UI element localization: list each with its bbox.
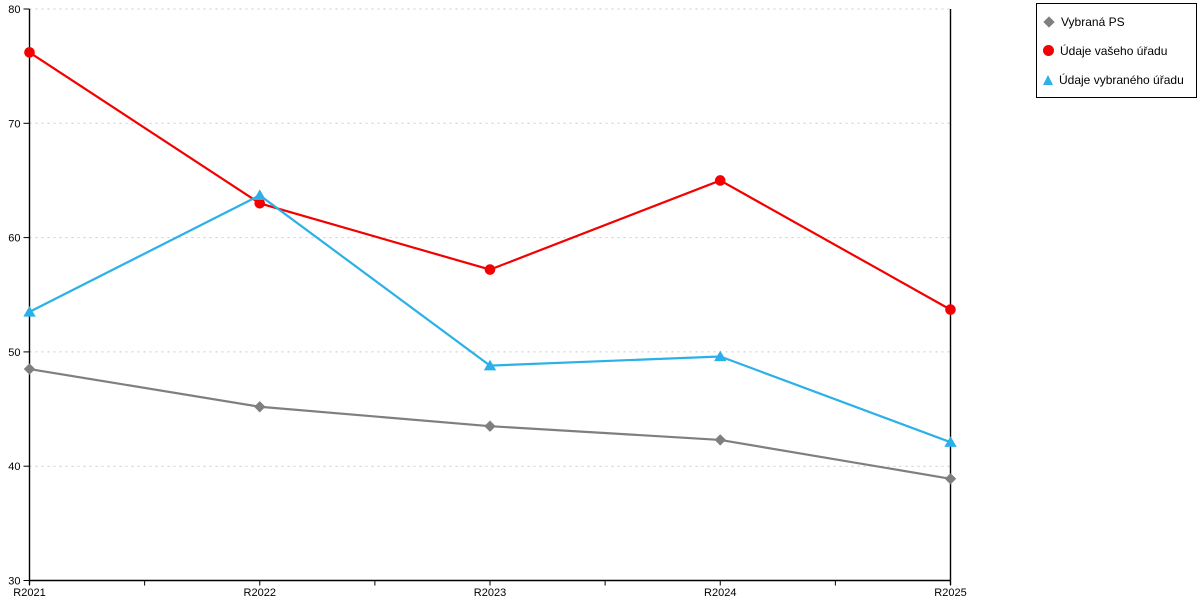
diamond-marker-icon — [1043, 15, 1055, 28]
y-tick-label-60: 60 — [8, 233, 20, 245]
legend-item-udaje-vaseho-uradu[interactable]: Údaje vašeho úřadu — [1043, 36, 1192, 65]
x-tick-label-0: R2021 — [13, 587, 45, 599]
y-tick-label-30: 30 — [8, 576, 20, 588]
series-2-point-R2025[interactable] — [944, 436, 957, 447]
legend-item-udaje-vybraneho-uradu[interactable]: Údaje vybraného úřadu — [1043, 65, 1192, 94]
legend-item-vybrana-ps[interactable]: Vybraná PS — [1043, 7, 1192, 36]
series-1-point-R2023[interactable] — [484, 264, 496, 275]
series-1-point-R2021[interactable] — [24, 47, 35, 58]
y-tick-label-70: 70 — [8, 118, 20, 130]
legend-label-udaje-vybraneho-uradu: Údaje vybraného úřadu — [1059, 72, 1184, 87]
series-0-point-R2025[interactable] — [944, 473, 957, 485]
series-2-point-R2022[interactable] — [253, 189, 266, 201]
series-0-point-R2021[interactable] — [23, 363, 36, 375]
x-tick-label-4: R2025 — [934, 587, 966, 599]
series-1-point-R2025[interactable] — [945, 304, 956, 315]
x-tick-label-1: R2022 — [244, 587, 276, 599]
legend-label-vybrana-ps: Vybraná PS — [1061, 14, 1125, 29]
y-tick-label-40: 40 — [8, 461, 20, 473]
series-2-point-R2023[interactable] — [483, 359, 497, 371]
series-2-point-R2021[interactable] — [23, 305, 36, 317]
series-2-point-R2024[interactable] — [714, 350, 727, 362]
y-tick-label-50: 50 — [8, 347, 20, 359]
circle-marker-icon — [1043, 45, 1054, 56]
triangle-marker-icon — [1043, 74, 1053, 85]
x-tick-label-2: R2023 — [474, 587, 506, 599]
series-0-point-R2022[interactable] — [254, 401, 266, 413]
series-0-point-R2023[interactable] — [484, 420, 496, 432]
chart-legend: Vybraná PS Údaje vašeho úřadu Údaje vybr… — [1036, 3, 1197, 98]
series-0-point-R2024[interactable] — [714, 434, 726, 446]
y-tick-label-80: 80 — [8, 4, 20, 16]
x-tick-label-3: R2024 — [704, 587, 736, 599]
legend-label-udaje-vaseho-uradu: Údaje vašeho úřadu — [1060, 43, 1168, 58]
series-1-point-R2022[interactable] — [254, 198, 266, 209]
series-1-point-R2024[interactable] — [714, 175, 726, 186]
